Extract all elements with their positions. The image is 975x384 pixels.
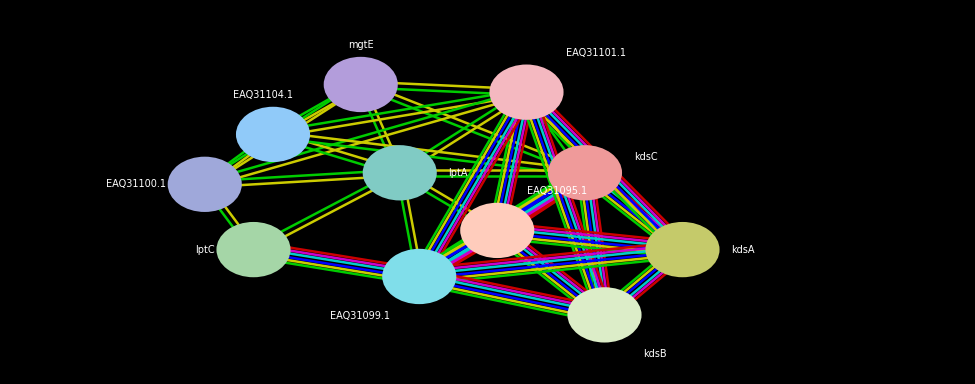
Ellipse shape (460, 203, 534, 258)
Ellipse shape (567, 287, 642, 343)
Ellipse shape (382, 249, 456, 304)
Text: EAQ31100.1: EAQ31100.1 (105, 179, 166, 189)
Text: kdsA: kdsA (731, 245, 755, 255)
Text: EAQ31104.1: EAQ31104.1 (233, 90, 293, 100)
Text: lptC: lptC (195, 245, 214, 255)
Text: EAQ31099.1: EAQ31099.1 (330, 311, 390, 321)
Ellipse shape (645, 222, 720, 277)
Ellipse shape (168, 157, 242, 212)
Text: EAQ31101.1: EAQ31101.1 (566, 48, 626, 58)
Ellipse shape (548, 145, 622, 200)
Text: mgtE: mgtE (348, 40, 373, 50)
Ellipse shape (216, 222, 291, 277)
Text: kdsC: kdsC (634, 152, 657, 162)
Ellipse shape (324, 57, 398, 112)
Text: EAQ31095.1: EAQ31095.1 (526, 186, 587, 196)
Text: lptA: lptA (448, 168, 468, 178)
Text: kdsB: kdsB (644, 349, 667, 359)
Ellipse shape (489, 65, 564, 120)
Ellipse shape (363, 145, 437, 200)
Ellipse shape (236, 107, 310, 162)
